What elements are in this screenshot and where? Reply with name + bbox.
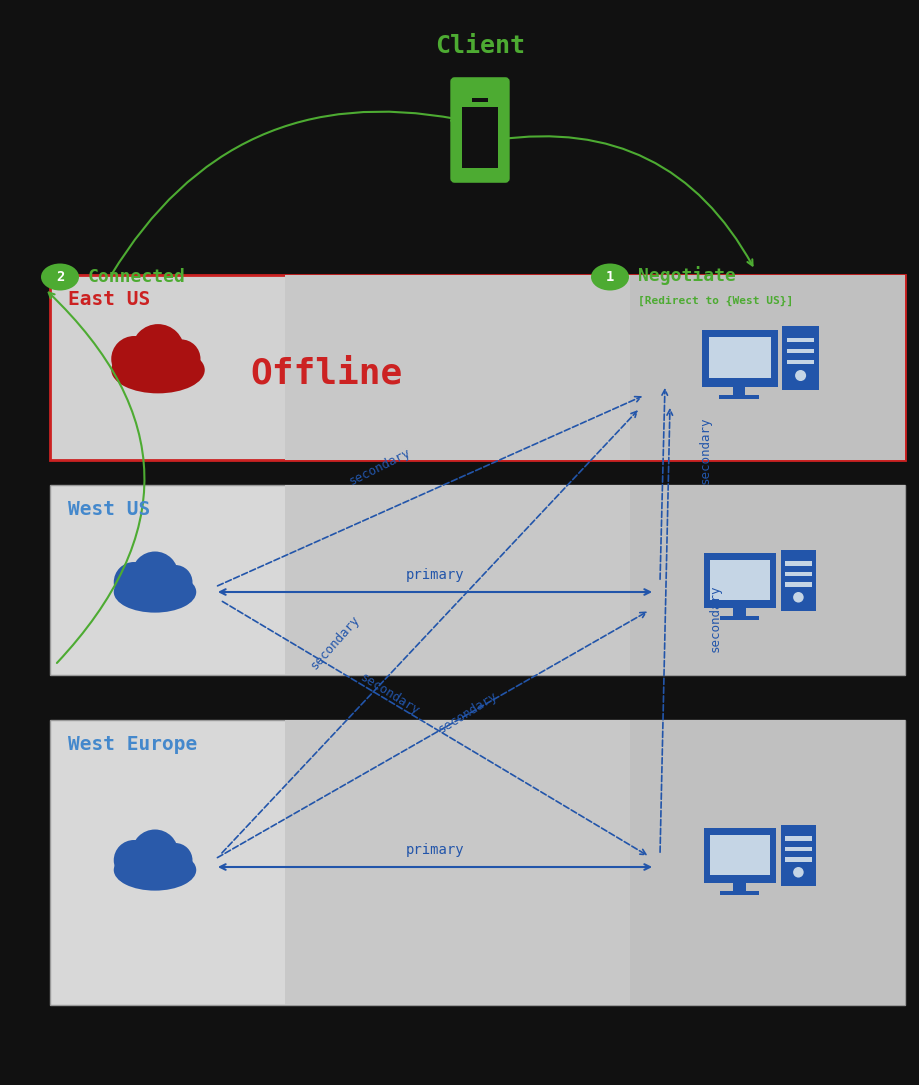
Circle shape bbox=[114, 562, 154, 602]
Bar bbox=[50, 485, 905, 675]
Bar bbox=[781, 825, 816, 886]
Text: Client: Client bbox=[435, 34, 525, 58]
Bar bbox=[785, 846, 811, 851]
Bar bbox=[630, 275, 905, 460]
Circle shape bbox=[131, 551, 178, 598]
Circle shape bbox=[793, 867, 804, 878]
FancyBboxPatch shape bbox=[452, 78, 508, 181]
Bar bbox=[787, 360, 814, 365]
Bar bbox=[720, 616, 759, 621]
Bar bbox=[733, 607, 745, 617]
Text: 2: 2 bbox=[56, 270, 64, 284]
Text: secondary: secondary bbox=[308, 612, 362, 672]
Circle shape bbox=[158, 565, 192, 600]
Ellipse shape bbox=[41, 264, 79, 291]
Ellipse shape bbox=[118, 864, 192, 888]
Text: secondary: secondary bbox=[347, 447, 413, 488]
Circle shape bbox=[131, 830, 178, 876]
Bar bbox=[787, 349, 814, 354]
Ellipse shape bbox=[118, 586, 192, 610]
Text: Offline: Offline bbox=[250, 356, 403, 390]
Bar bbox=[50, 275, 905, 460]
Text: secondary: secondary bbox=[436, 690, 500, 737]
Bar bbox=[472, 98, 488, 102]
Bar bbox=[710, 835, 770, 875]
Bar bbox=[702, 330, 777, 386]
Text: secondary: secondary bbox=[698, 417, 711, 484]
Circle shape bbox=[111, 336, 157, 382]
Bar bbox=[720, 891, 759, 895]
Bar bbox=[785, 857, 811, 861]
Bar bbox=[462, 107, 497, 168]
Bar bbox=[630, 485, 905, 675]
Circle shape bbox=[795, 370, 806, 381]
Text: primary: primary bbox=[405, 843, 464, 857]
Bar bbox=[785, 583, 811, 587]
Bar bbox=[709, 336, 771, 379]
Text: [Redirect to {West US}]: [Redirect to {West US}] bbox=[638, 296, 793, 306]
Circle shape bbox=[793, 592, 804, 602]
Bar bbox=[785, 572, 811, 576]
Ellipse shape bbox=[111, 346, 205, 394]
Bar bbox=[782, 326, 819, 391]
Bar bbox=[787, 337, 814, 343]
Ellipse shape bbox=[114, 850, 197, 891]
Text: secondary: secondary bbox=[709, 584, 721, 651]
Text: primary: primary bbox=[405, 569, 464, 582]
Bar bbox=[285, 720, 630, 1005]
Text: 1: 1 bbox=[606, 270, 614, 284]
Bar bbox=[732, 385, 745, 397]
Bar bbox=[785, 837, 811, 841]
Bar bbox=[781, 550, 816, 611]
Text: West US: West US bbox=[68, 500, 150, 519]
Circle shape bbox=[162, 340, 200, 379]
Bar bbox=[285, 275, 630, 460]
Circle shape bbox=[114, 840, 154, 881]
Bar bbox=[733, 881, 745, 893]
Bar bbox=[704, 553, 777, 608]
Circle shape bbox=[158, 843, 192, 878]
Ellipse shape bbox=[114, 572, 197, 613]
Bar bbox=[50, 720, 905, 1005]
Bar bbox=[285, 485, 630, 675]
Text: secondary: secondary bbox=[357, 671, 422, 717]
Ellipse shape bbox=[591, 264, 629, 291]
Text: Negotiate: Negotiate bbox=[638, 267, 736, 285]
Text: East US: East US bbox=[68, 290, 150, 309]
Bar bbox=[785, 561, 811, 565]
Ellipse shape bbox=[116, 363, 200, 391]
Bar bbox=[719, 395, 759, 399]
Bar bbox=[704, 828, 777, 883]
Circle shape bbox=[131, 324, 185, 376]
Bar bbox=[710, 560, 770, 600]
Text: West Europe: West Europe bbox=[68, 735, 198, 754]
Text: Connected: Connected bbox=[88, 268, 186, 286]
Bar bbox=[630, 720, 905, 1005]
